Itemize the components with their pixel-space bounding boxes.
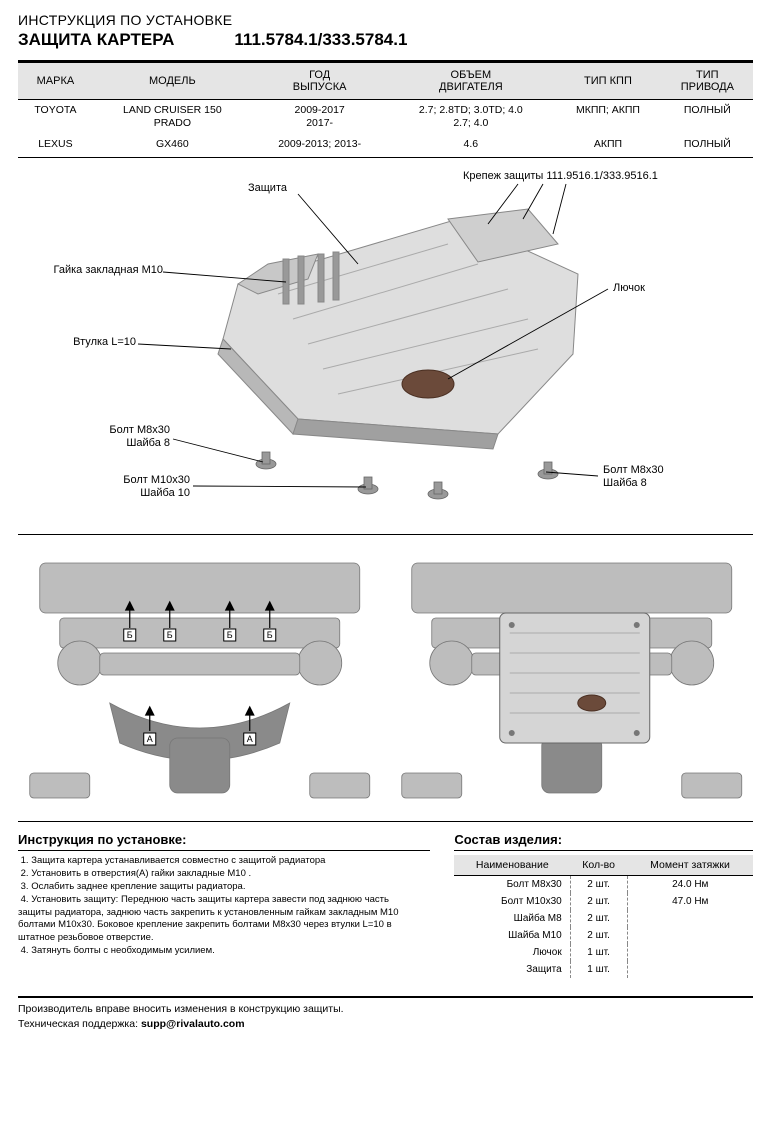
parts-cell: Шайба М10 <box>454 927 570 944</box>
parts-cell: 1 шт. <box>570 961 627 978</box>
parts-cell: 2 шт. <box>570 876 627 894</box>
footer-note: Производитель вправе вносить изменения в… <box>18 1002 753 1017</box>
specs-cell: TOYOTA <box>18 100 93 135</box>
underbody-after <box>390 543 754 813</box>
label-krepezh: Крепеж защиты 111.9516.1/333.9516.1 <box>463 170 658 183</box>
parts-title: Состав изделия: <box>454 832 753 851</box>
parts-col-header: Кол-во <box>570 855 627 876</box>
parts-cell: 2 шт. <box>570 927 627 944</box>
specs-col-header: МОДЕЛЬ <box>93 63 252 100</box>
parts-cell: Лючок <box>454 944 570 961</box>
specs-cell: 2009-2013; 2013- <box>252 134 388 155</box>
label-bolt-m8-right: Болт М8х30 Шайба 8 <box>603 464 664 489</box>
parts-cell: 1 шт. <box>570 944 627 961</box>
specs-table: МАРКАМОДЕЛЬГОДВЫПУСКАОБЪЕМДВИГАТЕЛЯТИП К… <box>18 63 753 155</box>
divider <box>18 157 753 158</box>
specs-cell: LAND CRUISER 150PRADO <box>93 100 252 135</box>
parts-col-header: Момент затяжки <box>627 855 753 876</box>
svg-text:Б: Б <box>227 630 233 640</box>
parts-cell: Болт М10х30 <box>454 893 570 910</box>
specs-col-header: ОБЪЕМДВИГАТЕЛЯ <box>387 63 554 100</box>
underbody-before: Б Б Б Б А А <box>18 543 382 813</box>
label-bolt-m8-left: Болт М8х30 Шайба 8 <box>18 424 170 449</box>
specs-cell: GX460 <box>93 134 252 155</box>
parts-row: Лючок1 шт. <box>454 944 753 961</box>
footer-support-label: Техническая поддержка: <box>18 1018 141 1030</box>
specs-row: TOYOTALAND CRUISER 150PRADO2009-20172017… <box>18 100 753 135</box>
parts-cell: 2 шт. <box>570 910 627 927</box>
parts-cell: Шайба М8 <box>454 910 570 927</box>
parts-cell <box>627 927 753 944</box>
svg-text:Б: Б <box>267 630 273 640</box>
specs-col-header: ТИППРИВОДА <box>662 63 753 100</box>
exploded-diagram: Защита Крепеж защиты 111.9516.1/333.9516… <box>18 164 753 534</box>
svg-text:А: А <box>247 734 253 744</box>
label-lyuchok: Лючок <box>613 282 645 295</box>
svg-text:Б: Б <box>167 630 173 640</box>
specs-cell: ПОЛНЫЙ <box>662 134 753 155</box>
label-bolt-m10: Болт М10х30 Шайба 10 <box>18 474 190 499</box>
svg-text:Б: Б <box>127 630 133 640</box>
divider <box>18 821 753 822</box>
specs-col-header: ГОДВЫПУСКА <box>252 63 388 100</box>
divider <box>18 534 753 535</box>
instructions-title: Инструкция по установке: <box>18 832 430 851</box>
specs-col-header: МАРКА <box>18 63 93 100</box>
specs-cell: АКПП <box>554 134 661 155</box>
parts-cell: Болт М8х30 <box>454 876 570 894</box>
parts-cell <box>627 910 753 927</box>
parts-row: Шайба М102 шт. <box>454 927 753 944</box>
parts-row: Болт М10х302 шт.47.0 Нм <box>454 893 753 910</box>
parts-row: Болт М8х302 шт.24.0 Нм <box>454 876 753 894</box>
svg-text:А: А <box>147 734 153 744</box>
specs-cell: 4.6 <box>387 134 554 155</box>
header-subtitle: ИНСТРУКЦИЯ ПО УСТАНОВКЕ <box>18 12 753 28</box>
header-title: ЗАЩИТА КАРТЕРА <box>18 30 174 50</box>
label-vtulka: Втулка L=10 <box>18 336 136 349</box>
specs-cell: LEXUS <box>18 134 93 155</box>
footer: Производитель вправе вносить изменения в… <box>18 996 753 1031</box>
label-gayka: Гайка закладная М10 <box>18 264 163 277</box>
specs-cell: ПОЛНЫЙ <box>662 100 753 135</box>
header-partno: 111.5784.1/333.5784.1 <box>234 30 407 50</box>
parts-row: Шайба М82 шт. <box>454 910 753 927</box>
specs-cell: МКПП; АКПП <box>554 100 661 135</box>
parts-cell <box>627 961 753 978</box>
parts-cell <box>627 944 753 961</box>
specs-row: LEXUSGX4602009-2013; 2013-4.6АКПППОЛНЫЙ <box>18 134 753 155</box>
parts-col-header: Наименование <box>454 855 570 876</box>
specs-cell: 2.7; 2.8TD; 3.0TD; 4.02.7; 4.0 <box>387 100 554 135</box>
underbody-diagrams: Б Б Б Б А А <box>18 543 753 813</box>
parts-cell: Защита <box>454 961 570 978</box>
parts-table: НаименованиеКол-воМомент затяжки Болт М8… <box>454 855 753 978</box>
specs-cell: 2009-20172017- <box>252 100 388 135</box>
instructions-body: 1. Защита картера устанавливается совмес… <box>18 855 430 958</box>
label-zashita: Защита <box>248 182 287 195</box>
parts-cell: 2 шт. <box>570 893 627 910</box>
parts-row: Защита1 шт. <box>454 961 753 978</box>
specs-col-header: ТИП КПП <box>554 63 661 100</box>
parts-cell: 47.0 Нм <box>627 893 753 910</box>
footer-email: supp@rivalauto.com <box>141 1018 245 1030</box>
parts-cell: 24.0 Нм <box>627 876 753 894</box>
